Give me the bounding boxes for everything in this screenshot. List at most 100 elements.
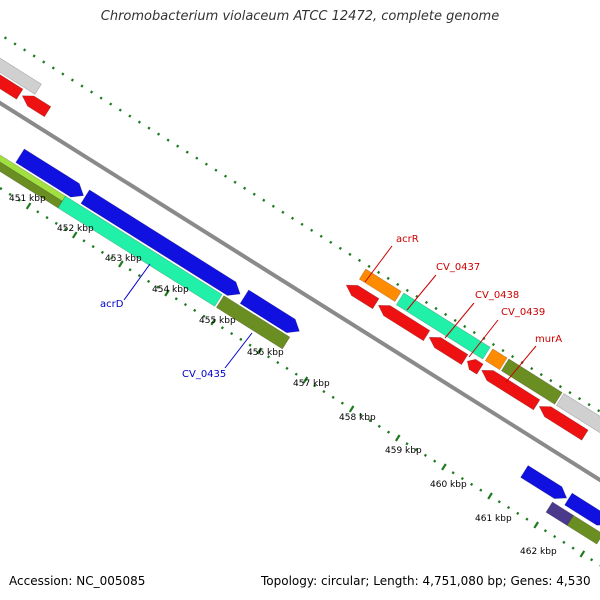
tick-mark [525,517,529,521]
tick-mark [23,48,27,52]
tick-mark [262,198,266,202]
kbp-label: 453 kbp [105,254,142,264]
tick-mark [32,54,36,58]
gene-label[interactable]: murA [535,334,562,345]
tick-mark [71,231,78,239]
tick-marks [0,36,600,567]
cds-red-rev-2[interactable] [377,304,431,342]
tick-mark [233,180,237,184]
tick-mark [110,256,114,260]
gene-leader-line [224,332,253,369]
accession-text: Accession: NC_005085 [9,574,146,588]
gene-label[interactable]: CV_0438 [475,290,519,301]
tick-mark [348,405,355,413]
tick-mark [415,294,419,299]
topology-text: Topology: circular; Length: 4,751,080 bp… [261,574,591,588]
cds-red-rev-3[interactable] [428,336,469,366]
tick-mark [174,297,178,301]
tick-mark [497,500,501,504]
cds-top-left-blue[interactable] [15,148,84,198]
backbone-line [0,100,600,483]
gene-features[interactable] [0,55,600,545]
tick-mark [451,471,455,475]
tick-mark [319,234,323,238]
tick-mark [423,453,428,457]
tick-mark [89,90,94,94]
tick-mark [80,84,84,88]
cds-acrD-blue[interactable] [80,189,241,296]
tick-mark [587,403,591,407]
tick-mark [543,529,547,533]
tick-mark [91,244,95,249]
cds-red-rev-6[interactable] [538,406,589,441]
cds-red-top-left-2[interactable] [21,95,52,118]
tick-mark [424,300,429,305]
tick-mark [276,360,280,365]
gene-label[interactable]: CV_0435 [182,369,226,380]
tick-mark [54,221,58,225]
kbp-label: 452 kbp [57,224,94,234]
gene-label[interactable]: acrD [100,299,124,310]
tick-mark [302,376,309,384]
cds-olive-lower[interactable] [566,514,600,545]
tick-mark [17,198,21,202]
cds-gray-top-left[interactable] [0,55,42,95]
cds-blue-3[interactable] [239,289,300,334]
tick-mark [348,252,352,256]
tick-mark [8,192,12,196]
tick-mark [558,385,562,389]
tick-mark [70,78,75,82]
kbp-label: 451 kbp [9,194,46,204]
tick-mark [290,216,295,220]
tick-mark [271,204,275,208]
cds-CV_0439-olive[interactable] [500,358,563,405]
tick-mark [214,168,218,172]
tick-mark [256,347,263,355]
cds-CV_0435-olive[interactable] [215,295,291,350]
gene-leader-line [468,319,499,358]
tick-mark [463,324,467,329]
tick-mark [562,540,566,544]
cds-blue-lower-2[interactable] [564,492,600,526]
tick-mark [501,348,505,353]
cds-murA-gray[interactable] [555,393,600,437]
tick-mark [156,285,160,289]
kbp-label: 455 kbp [199,316,236,326]
gene-leader-line [406,274,437,311]
cds-CV_0437-cyan[interactable] [395,292,491,360]
tick-mark [128,268,132,272]
gene-label[interactable]: CV_0437 [436,262,480,273]
kbp-label: 454 kbp [152,285,189,295]
tick-mark [239,337,243,341]
tick-mark [396,282,400,287]
tick-mark [313,384,317,388]
tick-mark [285,366,289,370]
gene-label[interactable]: CV_0439 [501,307,545,318]
genome-backbone [0,100,600,483]
tick-mark [579,550,586,558]
cds-CV_0438-orange[interactable] [484,348,508,371]
tick-mark [45,215,49,220]
tick-mark [243,186,247,190]
cds-acrR-orange[interactable] [358,268,402,302]
tick-mark [146,279,151,283]
cds-red-rev-4[interactable] [466,358,484,375]
tick-mark [405,288,409,293]
cds-red-top-left-1[interactable] [0,72,24,100]
tick-mark [202,314,206,318]
gene-labels[interactable]: acrD CV_0435 acrR CV_0437 CV_0438 CV_0439 murA [100,234,562,383]
tick-mark [479,488,483,492]
tick-mark [248,343,252,347]
cds-red-rev-1[interactable] [345,284,380,310]
cds-red-rev-5[interactable] [481,369,541,411]
tick-mark [61,72,65,76]
tick-mark [470,482,474,486]
tick-mark [63,227,68,231]
gene-label[interactable]: acrR [396,234,419,245]
tick-mark [137,273,141,278]
cds-acrD-cyan[interactable] [57,195,223,307]
cds-blue-lower-1[interactable] [520,465,568,499]
kbp-label: 457 kbp [293,379,330,389]
tick-mark [357,258,362,262]
